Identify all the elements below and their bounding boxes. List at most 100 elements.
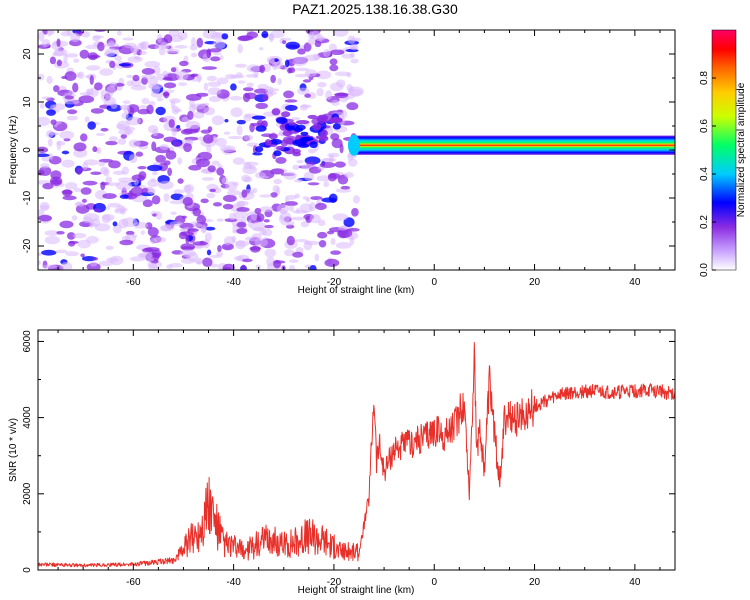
spectrogram-noise-blob <box>236 119 246 125</box>
spectrogram-noise-blob <box>99 68 114 76</box>
spectrogram-noise-blob <box>262 228 273 237</box>
spectrogram-noise-blob <box>188 164 202 171</box>
spectrogram-noise-blob <box>200 198 209 204</box>
spectrogram-noise-blob <box>151 171 158 176</box>
spectrogram-noise-blob <box>170 67 177 73</box>
spectrogram-noise-blob <box>129 256 146 262</box>
spectrogram-noise-blob <box>189 43 198 51</box>
spectrogram-noise-blob <box>106 257 119 262</box>
spectrogram-noise-blob <box>141 187 149 194</box>
spectrogram-noise-blob <box>195 158 211 168</box>
spectrogram-noise-blob <box>87 88 94 96</box>
spectrogram-noise-blob <box>49 56 57 65</box>
spectrogram-noise-blob <box>56 140 62 151</box>
spectrogram-noise-blob <box>107 202 121 208</box>
spectrogram-signal-band-fill <box>353 135 675 155</box>
spectrogram-noise-blob <box>264 248 277 258</box>
spectrogram-noise-blob <box>65 251 79 257</box>
spectrogram-noise-blob <box>262 93 269 102</box>
spectrogram-noise-blob <box>108 136 118 142</box>
spectrogram-noise-blob <box>272 62 278 71</box>
spectrogram-noise-blob <box>105 140 118 146</box>
spectrogram-noise-blob <box>221 243 234 251</box>
spectrogram-noise-blob <box>284 201 298 207</box>
spectrogram-noise-blob <box>155 211 163 220</box>
chart-title: PAZ1.2025.138.16.38.G30 <box>292 1 458 17</box>
spectrogram-noise-blob <box>253 88 269 94</box>
snr-series <box>38 342 675 568</box>
spectrogram-noise-blob <box>292 148 301 155</box>
spectrogram-noise-blob <box>131 234 138 238</box>
spectrogram-noise-blob <box>335 241 352 249</box>
spectrogram-noise-blob <box>114 55 123 62</box>
spectrogram-noise-blob <box>41 264 57 269</box>
spectrogram-noise-blob <box>158 180 174 190</box>
spectrogram-noise-blob <box>183 142 192 153</box>
spectrogram-noise-blob <box>170 99 176 109</box>
snr-x-tick-label: 0 <box>431 577 437 588</box>
spectrogram-noise-blob <box>246 64 261 73</box>
spectrogram-noise-blob <box>200 225 207 234</box>
spectrogram-noise-blob <box>170 211 177 215</box>
spectrogram-noise-blob <box>158 48 166 56</box>
spectrogram-noise-blob <box>94 223 111 232</box>
spectrogram-noise-blob <box>303 42 312 52</box>
spectrogram-noise-blob <box>206 192 216 199</box>
spectrogram-noise-blob <box>106 86 116 94</box>
spectrogram-noise-blob <box>81 255 97 262</box>
spectrogram-noise-blob <box>259 47 264 51</box>
spectrogram-noise-blob <box>140 230 145 235</box>
spectrogram-noise-blob <box>349 43 359 51</box>
spectrogram-noise-blob <box>206 183 219 191</box>
spectrogram-noise-blob <box>53 103 66 111</box>
spectrogram-noise-blob <box>152 65 161 75</box>
spectrogram-noise-blob <box>330 237 336 245</box>
spectrogram-noise-blob <box>206 75 218 82</box>
spectrogram-noise-blob <box>61 189 73 195</box>
spectrogram-noise-blob <box>46 75 53 84</box>
spectrogram-noise-blob <box>257 83 269 90</box>
spectrogram-noise-blob <box>144 247 160 252</box>
spectrogram-noise-blob <box>221 33 229 40</box>
spectrogram-noise-blob <box>264 224 274 229</box>
spectrogram-noise-blob <box>346 102 359 111</box>
spectrogram-noise-blob <box>73 187 82 192</box>
spectrogram-noise-blob <box>130 186 144 197</box>
spectrogram-noise-blob <box>330 49 345 56</box>
spectrogram-noise-blob <box>279 215 284 224</box>
spectrogram-noise-blob <box>284 249 295 257</box>
spectrogram-noise-blob <box>309 264 317 270</box>
spectrogram-noise-blob <box>222 194 237 203</box>
spectrogram-noise-blob <box>109 60 116 69</box>
spectrogram-noise-blob <box>119 239 134 246</box>
snr-x-axis-label: Height of straight line (km) <box>298 585 415 596</box>
spectrogram-noise-blob <box>62 195 77 201</box>
spectrogram-noise-blob <box>46 109 56 116</box>
spectrogram-noise-blob <box>38 73 45 81</box>
spectrogram-noise-blob <box>332 213 349 221</box>
snr-x-tick-label: -20 <box>327 577 342 588</box>
spectrogram-noise-blob <box>73 142 87 152</box>
spectrogram-noise-blob <box>202 30 218 39</box>
spectrogram-noise-blob <box>141 97 150 105</box>
spectrogram-noise-blob <box>38 116 51 127</box>
spectrogram-noise-blob <box>294 178 304 183</box>
spectrogram-noise-blob <box>157 33 163 43</box>
spectrogram-noise-blob <box>310 196 323 201</box>
spectrogram-noise-blob <box>96 147 102 154</box>
spectrogram-noise-blob <box>246 82 254 88</box>
spectrogram-noise-blob <box>130 84 147 91</box>
spectrogram-noise-blob <box>244 92 257 100</box>
colorbar-tick-label: 0.8 <box>699 71 710 85</box>
spectrogram-noise-blob <box>146 258 155 262</box>
spectrogram-noise-blob <box>259 194 273 198</box>
spectrogram-noise-blob <box>319 162 336 168</box>
spectrogram-axes: -60 -40 -20 0 20 40 -20 -10 0 10 20 <box>22 29 675 288</box>
spectrogram-noise-blob <box>80 133 88 142</box>
spectrogram-noise-blob <box>174 45 188 49</box>
spectrogram-noise-blob <box>237 80 246 84</box>
spectrogram-noise-blob <box>276 117 288 124</box>
spectrogram-noise-blob <box>38 31 45 42</box>
spectrogram-noise-blob <box>207 87 222 96</box>
spectrogram-noise-blob <box>176 124 181 129</box>
